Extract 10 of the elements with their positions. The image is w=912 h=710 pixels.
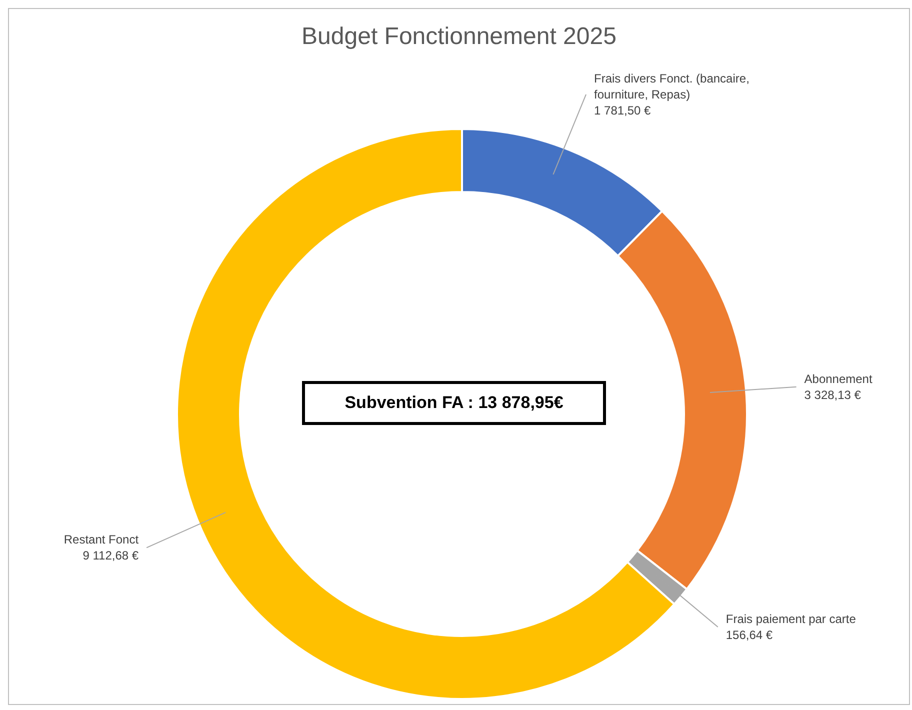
data-label: 9 112,68 €	[82, 548, 139, 563]
text: Subvention FA : 13 878,95€	[302, 381, 606, 425]
data-label: 156,64 €	[726, 628, 773, 642]
slice-label: Abonnement	[804, 372, 873, 386]
data-label: 1 781,50 €	[594, 103, 652, 118]
slice-label: Frais paiement par carte	[726, 612, 856, 626]
chart-title: Budget Fonctionnement 2025	[300, 23, 618, 51]
data-label: 3 328,13 €	[804, 388, 862, 402]
slice-label: Restant Fonct	[64, 532, 140, 547]
slice-label: Frais divers Fonct. (bancaire, fourniture, Repas)	[594, 71, 750, 102]
